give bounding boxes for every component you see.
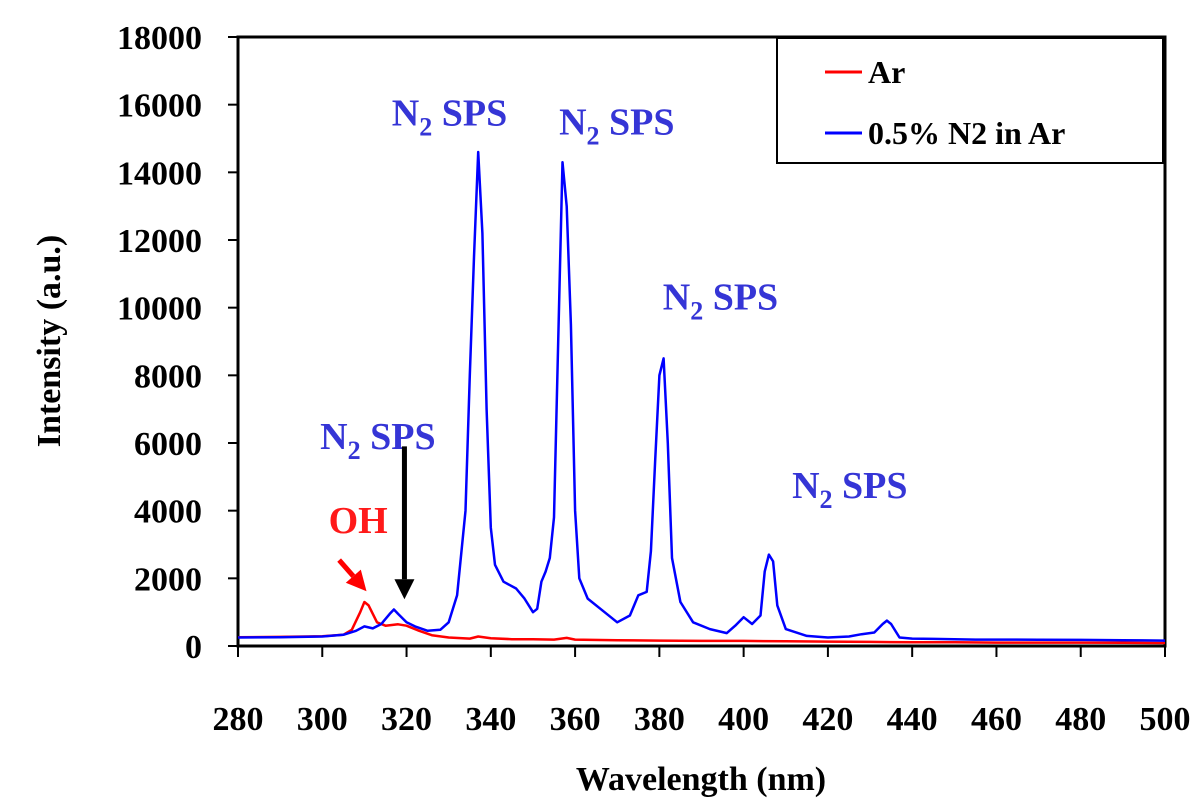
x-tick-label: 400 [718,701,769,738]
annotation-rest: SPS [600,101,675,143]
y-tick-label: 16000 [117,88,202,125]
y-tick-label: 0 [185,629,202,666]
ticks-layer: 280 300 320 340 360 380 400 420 440 460 480 500 0 200… [117,20,1191,738]
legend-label-n2-in-ar: 0.5% N2 in Ar [868,115,1065,151]
x-tick-label: 300 [297,701,348,738]
series-line-ar [237,600,1166,645]
arrow-oh-head [345,569,367,592]
annotation-subscript: 2 [820,485,833,514]
y-tick-label: 14000 [117,155,202,192]
x-tick-label: 380 [634,701,685,738]
annotation-rest: SPS [703,276,778,318]
x-tick-label: 360 [550,701,601,738]
annotation-rest: SPS [361,416,436,458]
annotation-subscript: 2 [348,436,361,465]
legend-box [776,37,1164,164]
y-tick-label: 18000 [117,20,202,57]
series-layer [237,150,1166,645]
x-tick-label: 500 [1140,701,1191,738]
y-tick-label: 10000 [117,291,202,328]
x-axis-title: Wavelength (nm) [576,761,826,798]
y-axis-title: Intensity (a.u.) [31,235,68,448]
annotation-rest: SPS [432,92,507,134]
plot-frame [236,35,1167,648]
annotation-label: N2 SPS [392,92,507,141]
annotation-label: OH [329,500,388,542]
annotation-main: N [559,101,586,143]
y-tick-label: 6000 [134,426,202,463]
annotation-subscript: 2 [587,121,600,150]
x-tick-label: 340 [465,701,516,738]
x-tick-label: 440 [887,701,938,738]
legend-label-ar: Ar [868,54,905,90]
arrow-black-head [394,579,415,600]
x-tick-label: 480 [1055,701,1106,738]
annotation-main: N [792,465,819,507]
y-tick-label: 2000 [134,561,202,598]
annotation-subscript: 2 [690,296,703,325]
x-tick-label: 420 [802,701,853,738]
annotation-label: N2 SPS [663,276,778,325]
annotation-subscript: 2 [419,112,432,141]
y-tick-label: 4000 [134,494,202,531]
x-tick-label: 460 [971,701,1022,738]
x-tick-label: 320 [381,701,432,738]
legend: Ar 0.5% N2 in Ar [776,37,1164,164]
annotation-label: N2 SPS [792,465,907,514]
annotation-rest: SPS [833,465,908,507]
y-tick-label: 8000 [134,358,202,395]
series-line-n2-in-ar [237,150,1166,642]
y-tick-label: 12000 [117,223,202,260]
annotation-main: N [663,276,690,318]
annotation-label: N2 SPS [559,101,674,150]
annotation-main: N [320,416,347,458]
annotation-label: N2 SPS [320,416,435,465]
x-tick-label: 280 [213,701,264,738]
arrow-oh-shaft [337,558,356,578]
annotation-main: N [392,92,419,134]
annotation-main: OH [329,500,388,542]
